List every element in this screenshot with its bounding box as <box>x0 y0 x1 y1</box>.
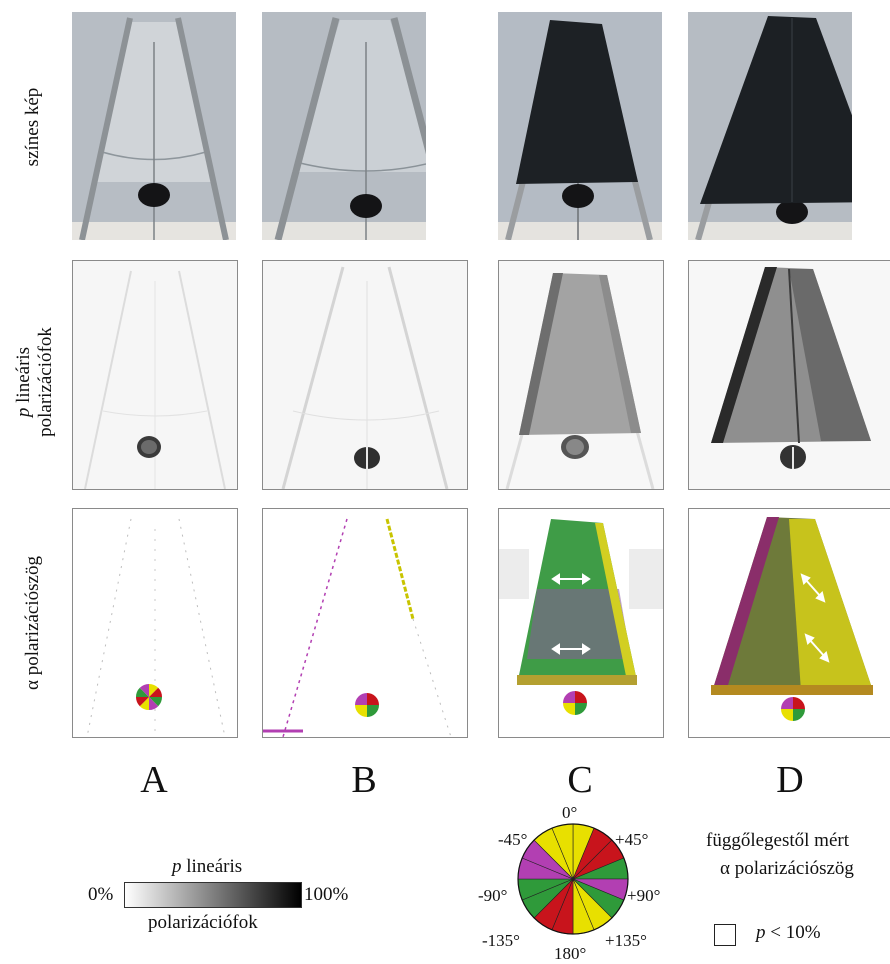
column-label-a: A <box>140 759 168 801</box>
p-symbol: p <box>13 407 34 418</box>
threshold-swatch <box>714 924 736 946</box>
wheel-label-0: 0° <box>562 803 578 822</box>
wheel-label-minus90: -90° <box>478 886 508 905</box>
dolp-panel-d <box>688 260 890 490</box>
legend-title-line2: α polarizációszög <box>720 858 854 879</box>
color-wheel <box>517 823 629 935</box>
row-label-angle-of-polarization: α polarizációszög <box>22 556 43 690</box>
column-label-c: C <box>567 759 593 801</box>
column-label-d: D <box>776 759 804 801</box>
dolp-panel-c <box>498 260 664 490</box>
row-label-linear-polarization: p lineáris polarizációfok <box>13 307 57 457</box>
dolp-panel-a <box>72 260 238 490</box>
threshold-text: < 10% <box>770 922 821 943</box>
row-label-line1: lineáris <box>13 346 34 403</box>
wheel-label-minus45: -45° <box>498 830 528 849</box>
wheel-label-plus45: +45° <box>615 830 649 849</box>
gray-scale-title: p lineáris <box>172 856 242 878</box>
legend-title-line1: függőlegestől mért <box>706 830 849 851</box>
threshold-label: p < 10% <box>756 922 821 944</box>
gray-scale-max-label: 100% <box>304 884 349 905</box>
gray-scale-bar <box>124 882 302 908</box>
wheel-label-plus135: +135° <box>605 931 647 950</box>
row-label-line2: polarizációfok <box>35 327 56 437</box>
photo-panel-c <box>498 12 662 240</box>
aop-panel-b <box>262 508 468 738</box>
photo-panel-a <box>72 12 236 240</box>
p-symbol: p <box>172 856 182 877</box>
wheel-label-plus90: +90° <box>627 886 661 905</box>
aop-panel-c <box>498 508 664 738</box>
row-label-color-image: színes kép <box>22 87 43 167</box>
aop-panel-a <box>72 508 238 738</box>
wheel-label-180: 180° <box>554 944 587 963</box>
gray-scale-bottom-label: polarizációfok <box>148 912 258 933</box>
aop-panel-d <box>688 508 890 738</box>
gray-scale-min-label: 0% <box>88 884 114 905</box>
p-symbol: p <box>756 922 766 943</box>
dolp-panel-b <box>262 260 468 490</box>
gray-scale-title-word: lineáris <box>186 856 243 877</box>
photo-panel-b <box>262 12 426 240</box>
photo-panel-d <box>688 12 852 240</box>
column-label-b: B <box>351 759 377 801</box>
wheel-label-minus135: -135° <box>482 931 520 950</box>
